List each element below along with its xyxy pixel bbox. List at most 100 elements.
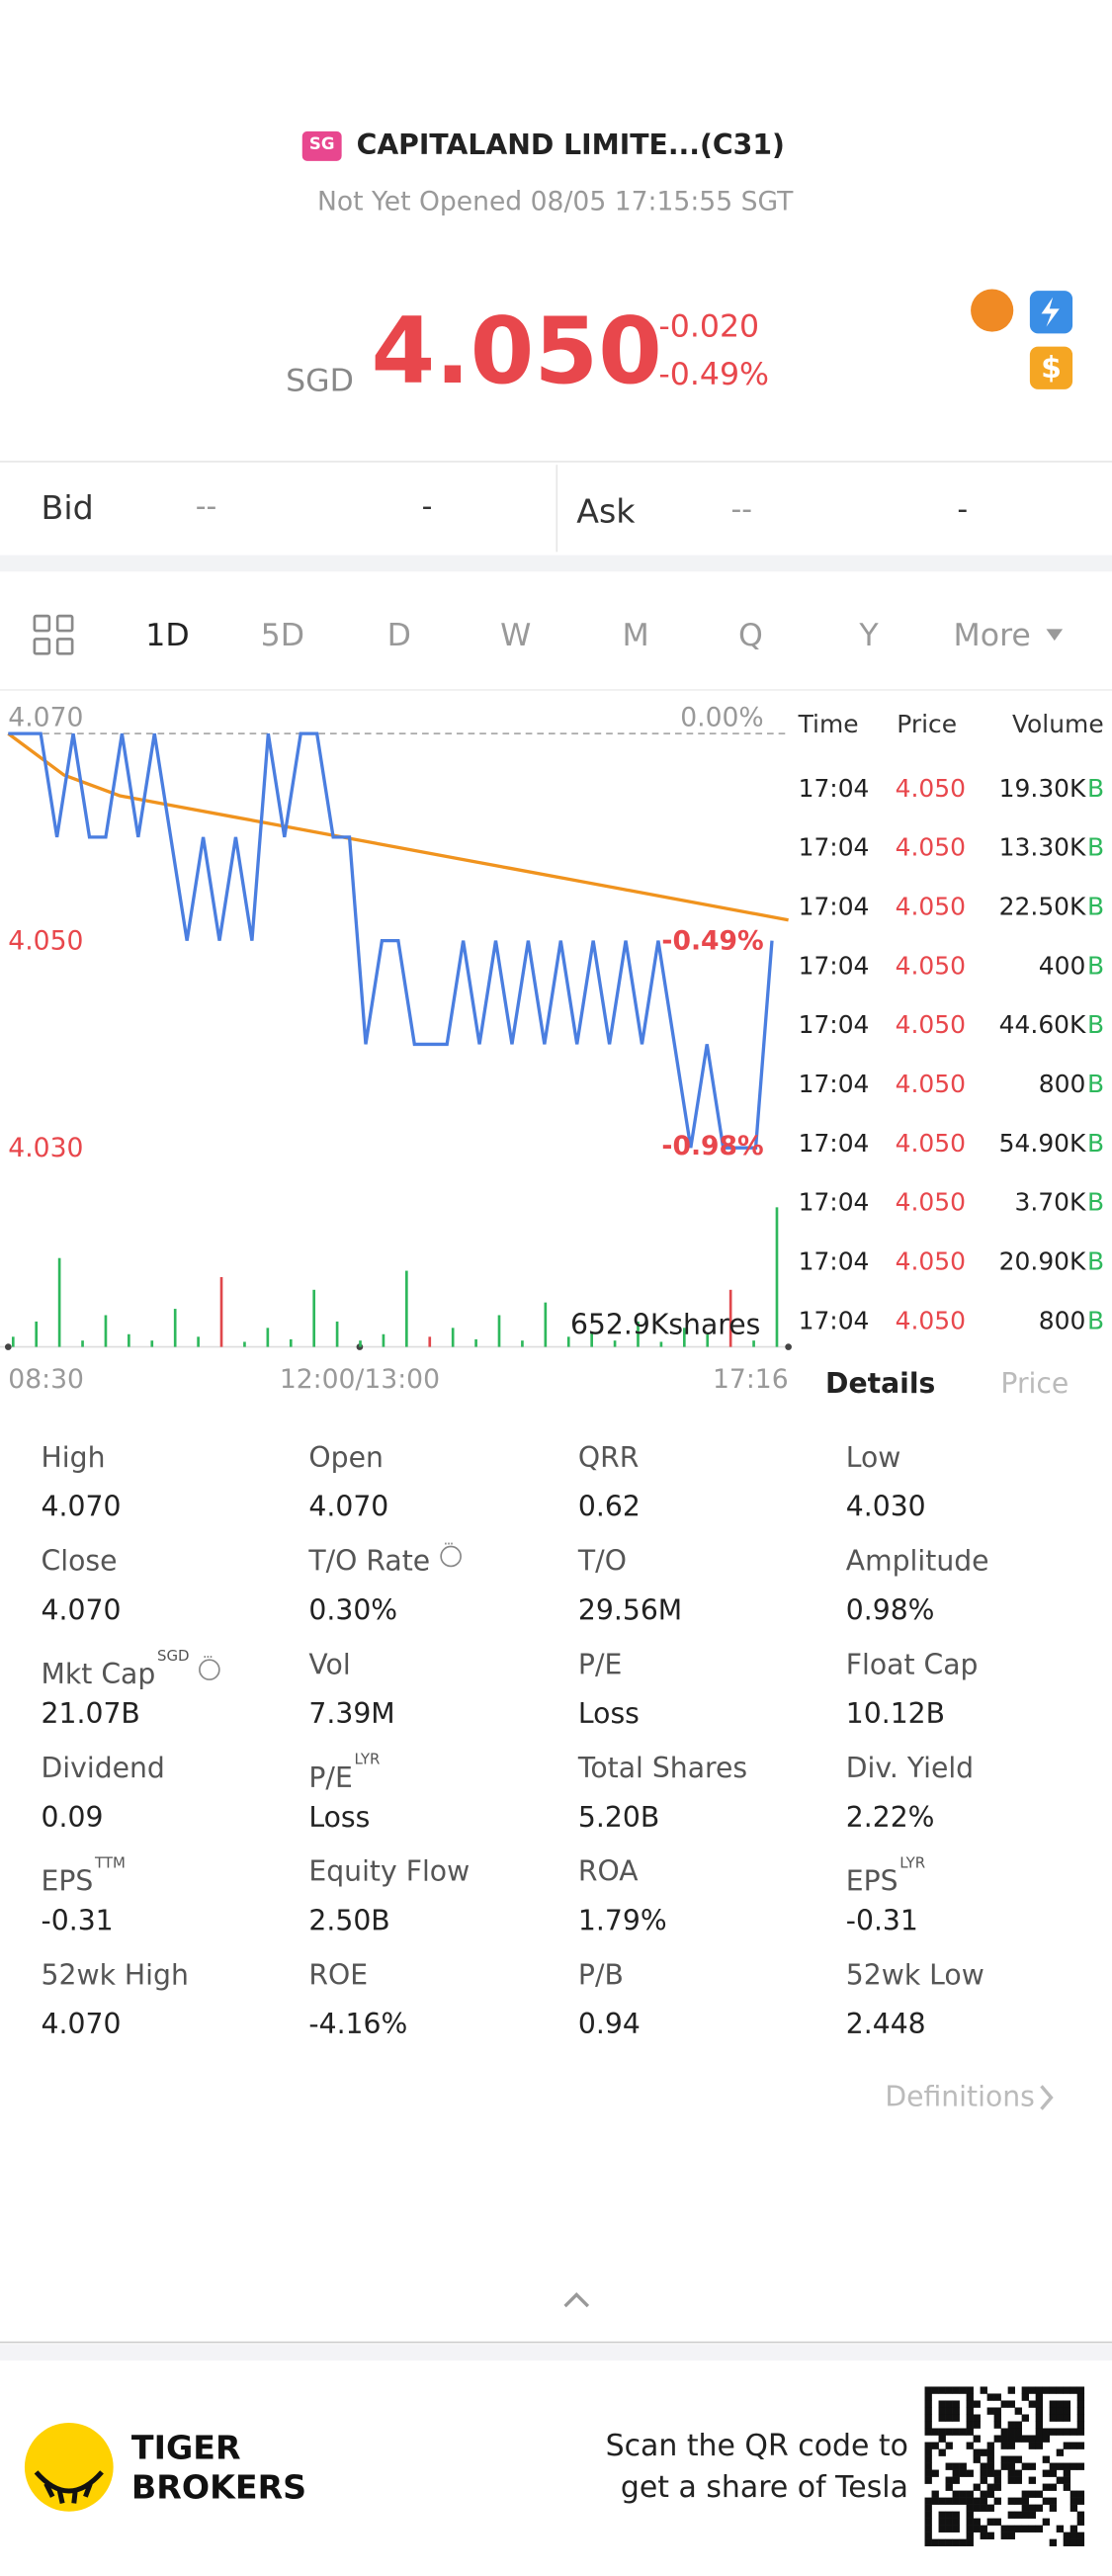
- qr-module: [1014, 2525, 1022, 2533]
- stat-label: Amplitude: [846, 1546, 989, 1579]
- qr-module: [1035, 2414, 1044, 2422]
- qr-module: [973, 2421, 981, 2429]
- period-tab[interactable]: W: [500, 617, 532, 653]
- qr-module: [938, 2448, 946, 2456]
- detail-tab[interactable]: Details: [824, 1367, 936, 1402]
- detail-tab[interactable]: Price: [1000, 1367, 1069, 1402]
- stat-label-text: P/E: [577, 1649, 623, 1682]
- trade-side: B: [1087, 832, 1105, 863]
- period-tab[interactable]: 1D: [145, 617, 190, 653]
- trade-price: 4.050: [895, 892, 967, 922]
- qr-module: [966, 2414, 974, 2422]
- info-icon[interactable]: [440, 1537, 462, 1568]
- definitions-chevron[interactable]: [1040, 2085, 1054, 2110]
- stat-label-text: High: [41, 1441, 106, 1476]
- icon-dollar[interactable]: [1029, 346, 1073, 389]
- qr-module: [1007, 2497, 1015, 2505]
- info-icon[interactable]: [199, 1651, 221, 1680]
- period-tab[interactable]: Y: [859, 617, 879, 653]
- qr-module: [924, 2469, 932, 2477]
- stat-label: P/E: [578, 1649, 622, 1681]
- qr-module: [1007, 2462, 1015, 2470]
- qr-module: [1056, 2386, 1065, 2394]
- layout-icon[interactable]: [33, 614, 74, 655]
- stat-label-text: ROE: [308, 1959, 369, 1993]
- stat-label-text: 52wk Low: [845, 1959, 984, 1993]
- qr-module: [945, 2462, 953, 2470]
- volume-bar: [752, 1340, 755, 1347]
- qr-module: [1063, 2428, 1071, 2436]
- qr-module: [980, 2386, 987, 2394]
- stat-label: ROE: [308, 1959, 368, 1992]
- trade-time: 17:04: [798, 1069, 870, 1099]
- period-tab[interactable]: D: [386, 617, 411, 653]
- period-tab[interactable]: 5D: [260, 617, 305, 653]
- volume-bar: [289, 1338, 293, 1347]
- qr-module: [966, 2386, 974, 2394]
- qr-module: [1021, 2435, 1029, 2443]
- definitions-link[interactable]: Definitions: [885, 2081, 1035, 2114]
- qr-module: [1000, 2455, 1008, 2463]
- market-badge-text: SG: [308, 135, 335, 155]
- qr-module: [1014, 2455, 1022, 2463]
- icon-orange[interactable]: [971, 289, 1014, 332]
- qr-module: [986, 2490, 994, 2498]
- qr-module: [1049, 2386, 1058, 2394]
- y2-tick-label: 0.00%: [680, 701, 764, 733]
- stat-label-text: Amplitude: [845, 1545, 989, 1579]
- qr-module: [952, 2407, 960, 2415]
- qr-module: [1035, 2490, 1044, 2498]
- qr-module: [1000, 2428, 1008, 2436]
- stat-label-text: P/E: [308, 1762, 353, 1796]
- y-tick-label: 4.030: [8, 1132, 84, 1163]
- qr-module: [986, 2483, 994, 2491]
- stock-title: CAPITALAND LIMITE...(C31): [356, 129, 785, 163]
- qr-module: [945, 2497, 953, 2505]
- period-tab[interactable]: M: [622, 617, 649, 653]
- stat-value: Loss: [577, 1697, 640, 1732]
- qr-module: [980, 2490, 987, 2498]
- qr-module: [1049, 2497, 1058, 2505]
- collapse-chevron[interactable]: [563, 2292, 590, 2308]
- qr-module: [973, 2414, 981, 2422]
- qr-module: [931, 2386, 939, 2394]
- stat-label: Dividend: [42, 1753, 165, 1785]
- qr-module: [924, 2518, 932, 2526]
- qr-module: [1014, 2511, 1022, 2519]
- volume-bar: [521, 1340, 524, 1347]
- stat-label-text: P/B: [577, 1959, 624, 1993]
- stat-superscript: LYR: [899, 1855, 926, 1873]
- qr-module: [1069, 2428, 1078, 2436]
- qr-module: [938, 2414, 946, 2422]
- period-tab[interactable]: More: [953, 617, 1031, 653]
- qr-module: [1069, 2538, 1078, 2546]
- qr-module: [924, 2448, 932, 2456]
- qr-module: [973, 2497, 981, 2505]
- trade-volume: 400: [1038, 951, 1086, 982]
- volume-bar: [728, 1289, 732, 1347]
- qr-module: [1035, 2435, 1044, 2443]
- qr-module: [1076, 2511, 1085, 2519]
- qr-module: [1028, 2504, 1036, 2512]
- stat-label: Vol: [308, 1649, 350, 1681]
- qr-module: [1007, 2442, 1015, 2449]
- brand-name: TIGER: [130, 2427, 241, 2467]
- price-change-pct: -0.49%: [658, 355, 770, 392]
- qr-module: [931, 2442, 939, 2449]
- period-tab[interactable]: Q: [737, 617, 763, 653]
- qr-module: [1021, 2393, 1029, 2401]
- qr-module: [1049, 2414, 1058, 2422]
- stat-label-text: Equity Flow: [308, 1855, 470, 1889]
- price-line: [8, 731, 774, 1150]
- qr-module: [1063, 2414, 1071, 2422]
- volume-bar: [590, 1331, 593, 1347]
- qr-module: [986, 2393, 994, 2401]
- qr-module: [986, 2407, 994, 2415]
- qr-module: [1076, 2428, 1085, 2436]
- qr-module: [924, 2386, 932, 2394]
- qr-module: [1042, 2469, 1051, 2477]
- volume-bar: [451, 1328, 455, 1347]
- more-arrow[interactable]: [1046, 629, 1064, 642]
- qr-module: [1076, 2393, 1085, 2401]
- qr-module: [966, 2511, 974, 2519]
